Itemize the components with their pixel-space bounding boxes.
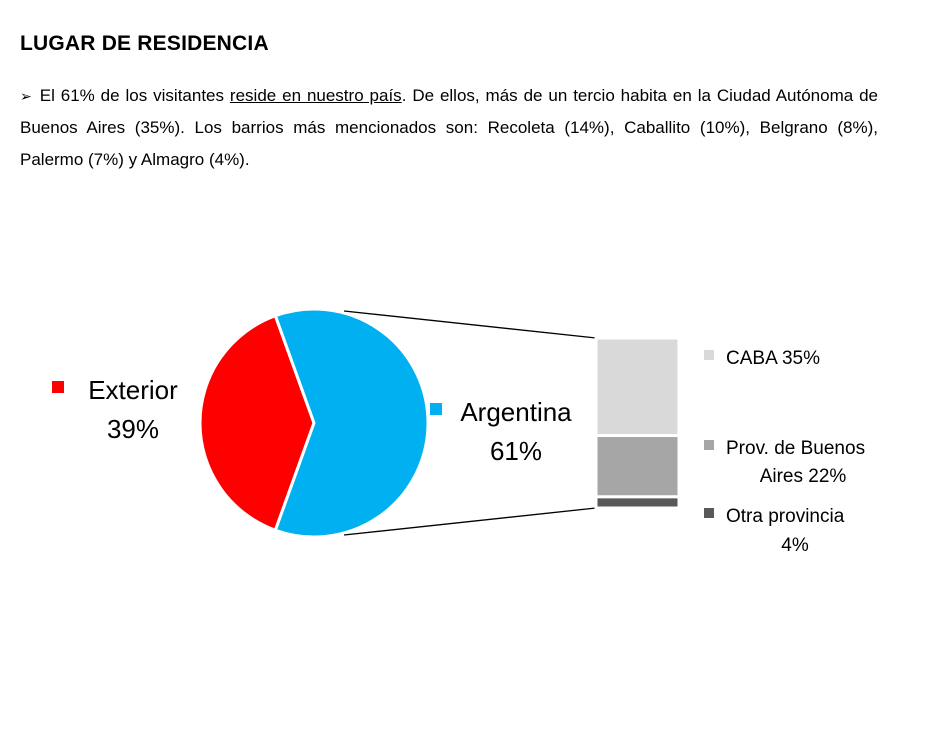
- legend-marker-segment-2: [704, 440, 714, 450]
- pie-label-argentina: Argentina: [460, 397, 572, 427]
- legend-marker-segment-3: [704, 508, 714, 518]
- pie-label-exterior: Exterior: [88, 375, 178, 405]
- legend-marker-segment-1: [704, 350, 714, 360]
- connector-line-top: [343, 310, 597, 339]
- legend-label-segment-1-line-1: CABA 35%: [726, 348, 820, 369]
- legend-label-segment-2-line-1: Prov. de Buenos: [726, 438, 865, 459]
- stacked-bar: [594, 336, 681, 510]
- pie-slice-exterior: [198, 314, 316, 532]
- bar-segment-1: [594, 336, 681, 438]
- legend-marker-exterior: [52, 381, 64, 393]
- paragraph-underlined-text: reside en nuestro país: [229, 86, 402, 105]
- connector-line-bottom: [343, 507, 597, 536]
- bar-segment-2: [594, 434, 681, 499]
- summary-paragraph: ➢ El 61% de los visitantes reside en nues…: [20, 80, 878, 176]
- pie-value-exterior: 39%: [107, 414, 159, 444]
- connector-lines: [343, 310, 597, 536]
- legend-marker-argentina: [430, 403, 442, 415]
- page-title: LUGAR DE RESIDENCIA: [20, 32, 269, 55]
- paragraph-text-start: El 61% de los visitantes: [39, 86, 230, 105]
- legend-label-segment-3-line-1: Otra provincia: [726, 506, 845, 527]
- legend-label-segment-3-line-2: 4%: [781, 535, 809, 556]
- paragraph-text-end: . De ellos, más de un tercio habita en l…: [20, 86, 879, 169]
- legend-label-segment-2-line-2: Aires 22%: [760, 466, 847, 487]
- chart-legend: CABA 35% Prov. de Buenos Aires 22% Otra pro…: [704, 348, 865, 556]
- pie-value-argentina: 61%: [490, 436, 542, 466]
- bar-segment-3: [594, 495, 681, 510]
- arrow-bullet-icon: ➢: [20, 88, 32, 104]
- pie-chart: Exterior 39% Argentina 61%: [52, 307, 572, 539]
- pie-slice-argentina: [273, 307, 430, 539]
